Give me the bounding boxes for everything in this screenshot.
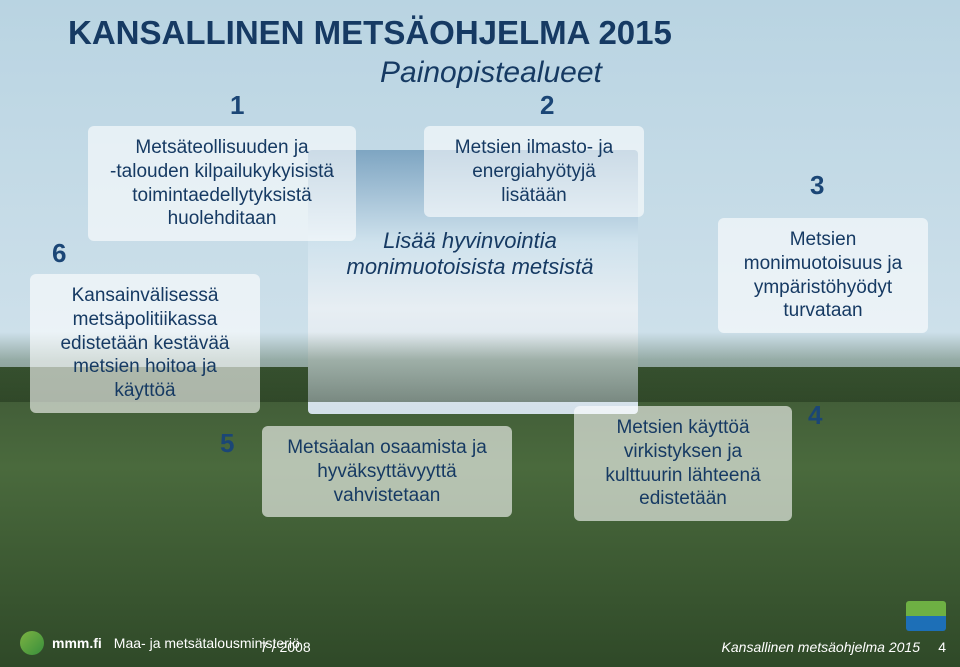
priority-box-line: edistetään kestävää bbox=[44, 332, 246, 356]
footer-date: 7 / 2008 bbox=[260, 639, 311, 655]
priority-number-6: 6 bbox=[52, 238, 66, 269]
priority-box-line: vahvistetaan bbox=[276, 484, 498, 508]
center-slogan: Lisää hyvinvointia monimuotoisista metsi… bbox=[320, 228, 620, 280]
main-title: KANSALLINEN METSÄOHJELMA 2015 bbox=[68, 14, 672, 52]
page-number: 4 bbox=[938, 639, 946, 655]
program-logo-icon bbox=[906, 601, 946, 631]
priority-box-line: metsien hoitoa ja käyttöä bbox=[44, 355, 246, 403]
mmm-logo-icon bbox=[20, 631, 44, 655]
priority-box-line: Metsäalan osaamista ja bbox=[276, 436, 498, 460]
priority-number-2: 2 bbox=[540, 90, 554, 121]
priority-box-line: ympäristöhyödyt bbox=[732, 276, 914, 300]
priority-box-line: virkistyksen ja bbox=[588, 440, 778, 464]
priority-box-4: Metsien käyttöävirkistyksen jakulttuurin… bbox=[574, 406, 792, 521]
slogan-line1: Lisää hyvinvointia bbox=[320, 228, 620, 254]
priority-box-5: Metsäalan osaamista jahyväksyttävyyttäva… bbox=[262, 426, 512, 517]
priority-box-3: Metsienmonimuotoisuus jaympäristöhyödytt… bbox=[718, 218, 928, 333]
priority-box-1: Metsäteollisuuden ja-talouden kilpailuky… bbox=[88, 126, 356, 241]
priority-box-line: toimintaedellytyksistä bbox=[102, 184, 342, 208]
priority-box-2: Metsien ilmasto- jaenergiahyötyjälisätää… bbox=[424, 126, 644, 217]
footer-left: mmm.fi Maa- ja metsätalousministeriö bbox=[20, 631, 300, 655]
priority-box-line: Metsien ilmasto- ja bbox=[438, 136, 630, 160]
priority-box-line: metsäpolitiikassa bbox=[44, 308, 246, 332]
priority-box-6: Kansainvälisessämetsäpolitiikassaedistet… bbox=[30, 274, 260, 413]
slogan-line2: monimuotoisista metsistä bbox=[320, 254, 620, 280]
priority-box-line: turvataan bbox=[732, 299, 914, 323]
priority-box-line: Metsien käyttöä bbox=[588, 416, 778, 440]
footer-mmm: mmm.fi bbox=[52, 635, 102, 651]
priority-number-5: 5 bbox=[220, 428, 234, 459]
priority-box-line: -talouden kilpailukykyisistä bbox=[102, 160, 342, 184]
priority-box-line: Metsäteollisuuden ja bbox=[102, 136, 342, 160]
slide: KANSALLINEN METSÄOHJELMA 2015 Painopiste… bbox=[0, 0, 960, 667]
priority-box-line: Kansainvälisessä bbox=[44, 284, 246, 308]
subtitle: Painopistealueet bbox=[380, 56, 602, 90]
priority-box-line: kulttuurin lähteenä bbox=[588, 464, 778, 488]
priority-number-4: 4 bbox=[808, 400, 822, 431]
footer-program: Kansallinen metsäohjelma 2015 bbox=[722, 639, 920, 655]
priority-box-line: lisätään bbox=[438, 184, 630, 208]
priority-box-line: Metsien bbox=[732, 228, 914, 252]
priority-box-line: monimuotoisuus ja bbox=[732, 252, 914, 276]
priority-number-3: 3 bbox=[810, 170, 824, 201]
priority-number-1: 1 bbox=[230, 90, 244, 121]
priority-box-line: energiahyötyjä bbox=[438, 160, 630, 184]
priority-box-line: hyväksyttävyyttä bbox=[276, 460, 498, 484]
priority-box-line: edistetään bbox=[588, 487, 778, 511]
priority-box-line: huolehditaan bbox=[102, 207, 342, 231]
